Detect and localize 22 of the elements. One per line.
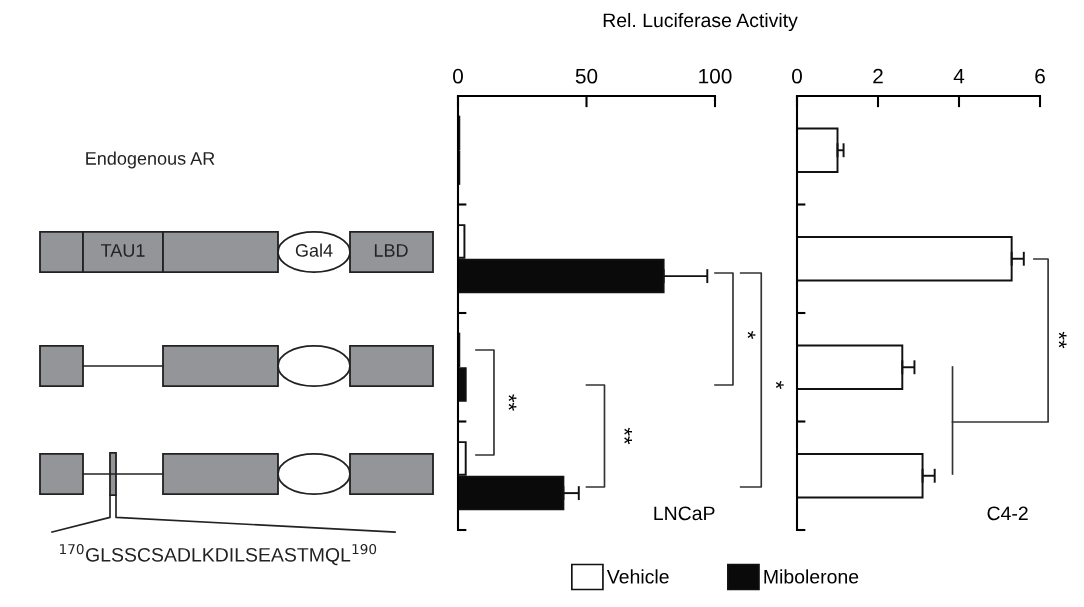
- legend-label: Mibolerone: [764, 569, 859, 584]
- text: **: [1058, 331, 1067, 349]
- x-tick-label: 50: [575, 68, 598, 84]
- x-tick-label: 0: [453, 68, 463, 84]
- text: *: [775, 381, 784, 389]
- text: *: [747, 331, 756, 339]
- x-tick-label: 100: [699, 68, 732, 84]
- annotation: **: [508, 394, 517, 411]
- text: $^{170}$GLSSCSADLKDILSEASTMQL$^{190}$: [60, 543, 377, 566]
- legend-label: Vehicle: [606, 569, 669, 584]
- text: LBD: [374, 244, 408, 257]
- text: Gal4: [295, 243, 333, 257]
- x-axis-title: Rel. Luciferase Activity: [603, 12, 798, 32]
- x-tick-label: 4: [953, 69, 965, 84]
- x-tick-label: 0: [792, 68, 802, 84]
- annotation: LNCaP: [654, 506, 715, 521]
- x-tick-label: 6: [1035, 68, 1045, 84]
- text: Endogenous AR: [86, 151, 215, 169]
- annotation: C4-2: [987, 506, 1028, 521]
- text: TAU1: [101, 244, 145, 257]
- x-tick-label: 2: [873, 68, 883, 84]
- annotation: **: [624, 427, 633, 445]
